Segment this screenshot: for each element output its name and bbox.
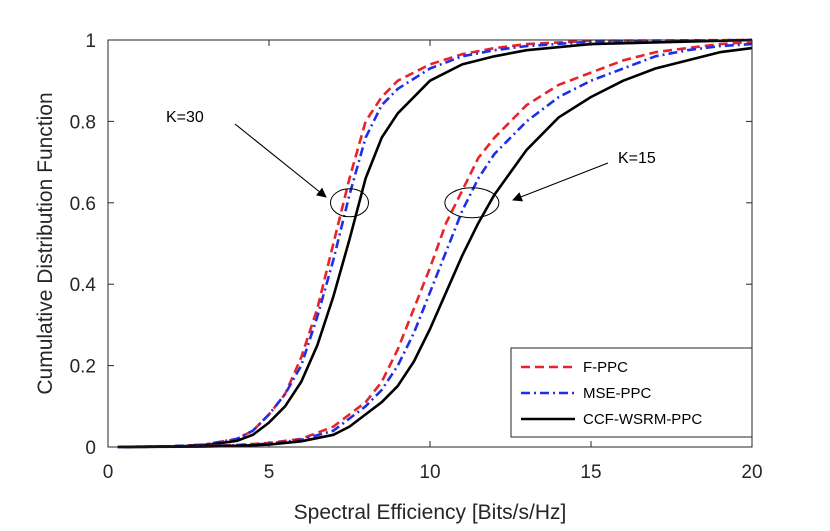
series-layer	[117, 38, 753, 449]
series-line-ccf-wsrm-ppc-k30	[117, 38, 753, 449]
series-line-mse-ppc-k30	[117, 38, 753, 449]
series-line-ccf-wsrm-ppc-k15	[124, 46, 753, 449]
annotation-layer: K=30 K=15	[166, 109, 656, 219]
tick-layer: 0 5 10 15 20 0 0.2 0.4 0.6 0.8 1	[70, 31, 763, 483]
x-tick-label: 15	[580, 462, 601, 483]
x-tick-label: 10	[419, 462, 440, 483]
y-axis-label: Cumulative Distribution Function	[34, 92, 57, 394]
legend: F-PPC MSE-PPC CCF-WSRM-PPC	[510, 347, 753, 438]
y-tick-label: 0	[85, 438, 96, 459]
legend-label: CCF-WSRM-PPC	[583, 411, 702, 428]
annotation-label: K=15	[618, 150, 656, 167]
x-tick-label: 20	[741, 462, 762, 483]
annotation-arrow	[512, 162, 609, 202]
y-tick-label: 0.6	[70, 194, 96, 215]
y-tick-label: 0.2	[70, 357, 96, 378]
x-tick-label: 0	[103, 462, 114, 483]
y-tick-label: 1	[85, 31, 96, 52]
annotation-arrow	[234, 123, 327, 198]
annotation-ellipse	[330, 188, 369, 218]
series-line-mse-ppc-k15	[124, 42, 753, 449]
legend-label: F-PPC	[583, 359, 628, 376]
x-tick-label: 5	[264, 462, 275, 483]
annotation-label: K=30	[166, 109, 204, 126]
y-tick-label: 0.8	[70, 112, 96, 133]
annotation-ellipse	[444, 187, 500, 219]
legend-label: MSE-PPC	[583, 385, 652, 402]
legend-box	[510, 347, 753, 438]
x-axis-label: Spectral Efficiency [Bits/s/Hz]	[294, 501, 567, 524]
y-tick-label: 0.4	[70, 275, 97, 296]
series-line-f-ppc-k30	[117, 38, 753, 449]
